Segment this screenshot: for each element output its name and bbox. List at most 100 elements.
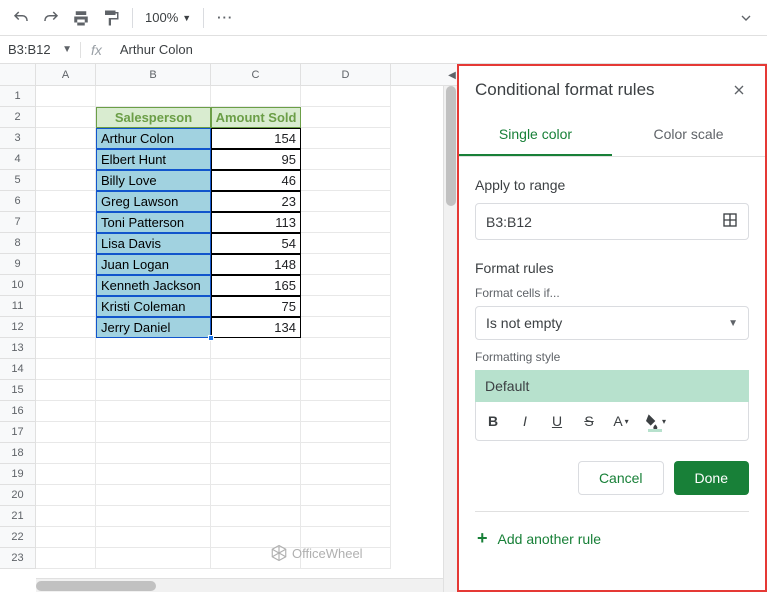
more-button[interactable]: ··· bbox=[212, 5, 238, 31]
cancel-button[interactable]: Cancel bbox=[578, 461, 664, 495]
cell-C11[interactable]: 75 bbox=[211, 296, 301, 317]
row-header-20[interactable]: 20 bbox=[0, 485, 36, 506]
column-header-C[interactable]: C bbox=[211, 64, 301, 85]
cell-D16[interactable] bbox=[301, 401, 391, 422]
cell-A7[interactable] bbox=[36, 212, 96, 233]
cell-C1[interactable] bbox=[211, 86, 301, 107]
cell-A9[interactable] bbox=[36, 254, 96, 275]
cell-A20[interactable] bbox=[36, 485, 96, 506]
cell-D12[interactable] bbox=[301, 317, 391, 338]
cell-C14[interactable] bbox=[211, 359, 301, 380]
scrollbar-thumb[interactable] bbox=[36, 581, 156, 591]
cell-B20[interactable] bbox=[96, 485, 211, 506]
add-rule-button[interactable]: + Add another rule bbox=[475, 512, 749, 565]
cell-C19[interactable] bbox=[211, 464, 301, 485]
cell-B11[interactable]: Kristi Coleman bbox=[96, 296, 211, 317]
row-header-2[interactable]: 2 bbox=[0, 107, 36, 128]
cell-A23[interactable] bbox=[36, 548, 96, 569]
cell-D13[interactable] bbox=[301, 338, 391, 359]
cell-A19[interactable] bbox=[36, 464, 96, 485]
cell-A10[interactable] bbox=[36, 275, 96, 296]
close-icon[interactable] bbox=[729, 80, 749, 100]
row-header-6[interactable]: 6 bbox=[0, 191, 36, 212]
row-header-14[interactable]: 14 bbox=[0, 359, 36, 380]
cell-D18[interactable] bbox=[301, 443, 391, 464]
cell-D1[interactable] bbox=[301, 86, 391, 107]
cell-C2[interactable]: Amount Sold bbox=[211, 107, 301, 128]
cell-A8[interactable] bbox=[36, 233, 96, 254]
cell-B4[interactable]: Elbert Hunt bbox=[96, 149, 211, 170]
cell-D21[interactable] bbox=[301, 506, 391, 527]
redo-button[interactable] bbox=[38, 5, 64, 31]
underline-button[interactable]: U bbox=[542, 408, 572, 434]
style-preview[interactable]: Default bbox=[475, 370, 749, 402]
cell-C5[interactable]: 46 bbox=[211, 170, 301, 191]
selection-handle[interactable] bbox=[208, 335, 214, 341]
cell-B15[interactable] bbox=[96, 380, 211, 401]
cell-A18[interactable] bbox=[36, 443, 96, 464]
cell-C13[interactable] bbox=[211, 338, 301, 359]
cell-B21[interactable] bbox=[96, 506, 211, 527]
row-header-17[interactable]: 17 bbox=[0, 422, 36, 443]
cell-D3[interactable] bbox=[301, 128, 391, 149]
range-input[interactable]: B3:B12 bbox=[475, 203, 749, 240]
cell-C16[interactable] bbox=[211, 401, 301, 422]
cell-A13[interactable] bbox=[36, 338, 96, 359]
cell-D9[interactable] bbox=[301, 254, 391, 275]
cell-B9[interactable]: Juan Logan bbox=[96, 254, 211, 275]
cell-C3[interactable]: 154 bbox=[211, 128, 301, 149]
cell-B5[interactable]: Billy Love bbox=[96, 170, 211, 191]
cell-B18[interactable] bbox=[96, 443, 211, 464]
zoom-dropdown[interactable]: 100% ▼ bbox=[141, 10, 195, 25]
cell-B12[interactable]: Jerry Daniel bbox=[96, 317, 211, 338]
cell-D2[interactable] bbox=[301, 107, 391, 128]
row-header-11[interactable]: 11 bbox=[0, 296, 36, 317]
cell-D7[interactable] bbox=[301, 212, 391, 233]
cell-A2[interactable] bbox=[36, 107, 96, 128]
select-all-corner[interactable] bbox=[0, 64, 36, 85]
row-header-16[interactable]: 16 bbox=[0, 401, 36, 422]
cell-C7[interactable]: 113 bbox=[211, 212, 301, 233]
name-box[interactable]: B3:B12 ▼ bbox=[0, 42, 80, 57]
tab-single-color[interactable]: Single color bbox=[459, 114, 612, 156]
row-header-4[interactable]: 4 bbox=[0, 149, 36, 170]
row-header-12[interactable]: 12 bbox=[0, 317, 36, 338]
cell-C20[interactable] bbox=[211, 485, 301, 506]
cell-D14[interactable] bbox=[301, 359, 391, 380]
cell-C17[interactable] bbox=[211, 422, 301, 443]
cell-B10[interactable]: Kenneth Jackson bbox=[96, 275, 211, 296]
cell-C12[interactable]: 134 bbox=[211, 317, 301, 338]
grid[interactable]: ABCD 12SalespersonAmount Sold3Arthur Col… bbox=[0, 64, 457, 592]
cell-B6[interactable]: Greg Lawson bbox=[96, 191, 211, 212]
column-header-A[interactable]: A bbox=[36, 64, 96, 85]
column-header-B[interactable]: B bbox=[96, 64, 211, 85]
cell-C18[interactable] bbox=[211, 443, 301, 464]
row-header-23[interactable]: 23 bbox=[0, 548, 36, 569]
cell-C8[interactable]: 54 bbox=[211, 233, 301, 254]
text-color-button[interactable]: A▾ bbox=[606, 408, 636, 434]
paint-format-button[interactable] bbox=[98, 5, 124, 31]
cell-D11[interactable] bbox=[301, 296, 391, 317]
print-button[interactable] bbox=[68, 5, 94, 31]
strikethrough-button[interactable]: S bbox=[574, 408, 604, 434]
cell-D10[interactable] bbox=[301, 275, 391, 296]
cell-C21[interactable] bbox=[211, 506, 301, 527]
cell-C10[interactable]: 165 bbox=[211, 275, 301, 296]
cell-B23[interactable] bbox=[96, 548, 211, 569]
row-header-7[interactable]: 7 bbox=[0, 212, 36, 233]
cell-B22[interactable] bbox=[96, 527, 211, 548]
cell-A14[interactable] bbox=[36, 359, 96, 380]
cell-D20[interactable] bbox=[301, 485, 391, 506]
row-header-9[interactable]: 9 bbox=[0, 254, 36, 275]
cell-B16[interactable] bbox=[96, 401, 211, 422]
formula-input[interactable]: Arthur Colon bbox=[112, 42, 201, 57]
cell-D15[interactable] bbox=[301, 380, 391, 401]
cell-A3[interactable] bbox=[36, 128, 96, 149]
cell-A22[interactable] bbox=[36, 527, 96, 548]
cell-B8[interactable]: Lisa Davis bbox=[96, 233, 211, 254]
column-header-D[interactable]: D bbox=[301, 64, 391, 85]
cell-A11[interactable] bbox=[36, 296, 96, 317]
cell-B14[interactable] bbox=[96, 359, 211, 380]
italic-button[interactable]: I bbox=[510, 408, 540, 434]
cell-D19[interactable] bbox=[301, 464, 391, 485]
